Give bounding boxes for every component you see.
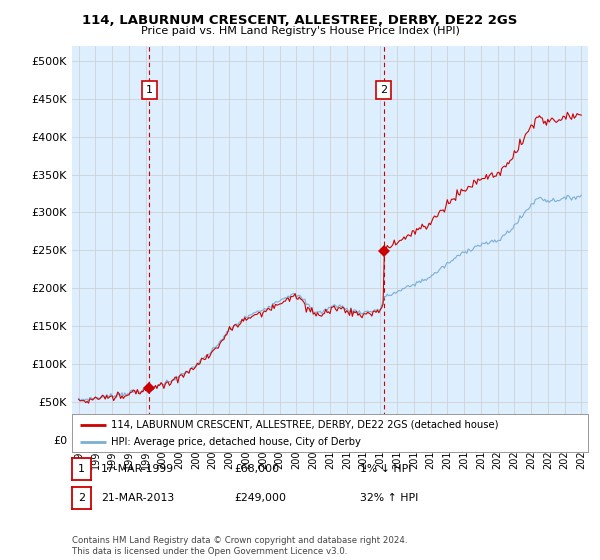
Text: Price paid vs. HM Land Registry's House Price Index (HPI): Price paid vs. HM Land Registry's House … <box>140 26 460 36</box>
Text: 2: 2 <box>380 85 388 95</box>
Text: 1: 1 <box>146 85 153 95</box>
Text: £249,000: £249,000 <box>234 493 286 503</box>
Text: 21-MAR-2013: 21-MAR-2013 <box>101 493 174 503</box>
Text: £68,000: £68,000 <box>234 464 279 474</box>
Text: 17-MAR-1999: 17-MAR-1999 <box>101 464 174 474</box>
Text: 1: 1 <box>78 464 85 474</box>
Text: 1% ↓ HPI: 1% ↓ HPI <box>360 464 412 474</box>
Text: HPI: Average price, detached house, City of Derby: HPI: Average price, detached house, City… <box>110 437 361 447</box>
Text: Contains HM Land Registry data © Crown copyright and database right 2024.
This d: Contains HM Land Registry data © Crown c… <box>72 536 407 556</box>
Text: 114, LABURNUM CRESCENT, ALLESTREE, DERBY, DE22 2GS: 114, LABURNUM CRESCENT, ALLESTREE, DERBY… <box>82 14 518 27</box>
Text: 114, LABURNUM CRESCENT, ALLESTREE, DERBY, DE22 2GS (detached house): 114, LABURNUM CRESCENT, ALLESTREE, DERBY… <box>110 419 498 430</box>
Text: 32% ↑ HPI: 32% ↑ HPI <box>360 493 418 503</box>
Text: 2: 2 <box>78 493 85 503</box>
